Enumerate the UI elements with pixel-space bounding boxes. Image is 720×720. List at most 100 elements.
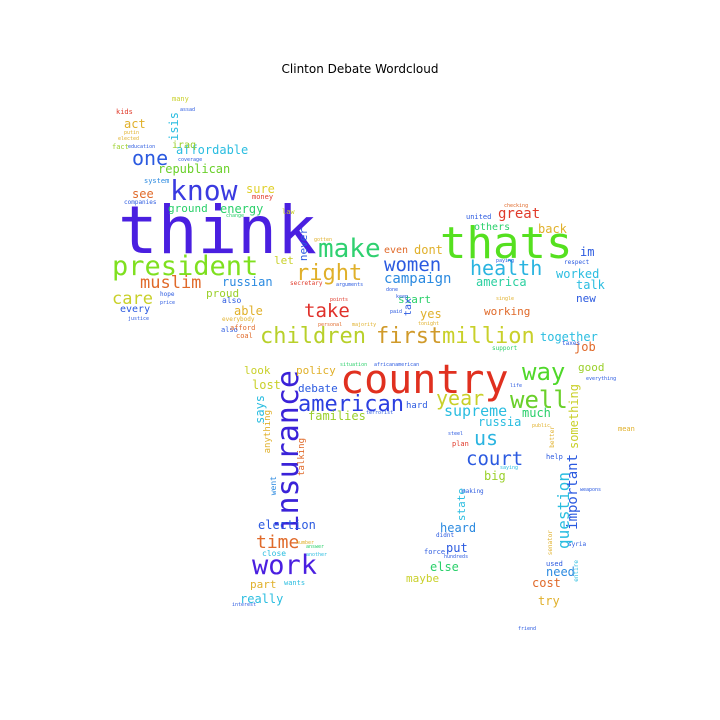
- word-44: look: [244, 364, 271, 377]
- word-140: checking: [504, 203, 529, 209]
- word-122: personal: [318, 322, 343, 328]
- word-12: way: [522, 358, 566, 386]
- word-139: single: [496, 296, 515, 302]
- word-47: never: [297, 228, 310, 262]
- word-65: working: [484, 305, 531, 318]
- word-142: paying: [496, 258, 515, 264]
- word-55: im: [580, 245, 595, 259]
- word-8: american: [298, 392, 404, 417]
- word-111: force: [424, 548, 446, 556]
- word-51: every: [120, 304, 151, 315]
- word-78: cost: [532, 576, 561, 590]
- word-67: together: [540, 330, 598, 344]
- word-9: children: [260, 324, 366, 349]
- word-143: friend: [518, 626, 537, 632]
- word-26: supreme: [444, 402, 508, 420]
- word-96: united: [466, 213, 492, 221]
- word-150: keep: [396, 294, 409, 300]
- word-135: elected: [118, 136, 140, 142]
- word-15: health: [470, 256, 543, 280]
- word-27: campaign: [384, 271, 452, 287]
- word-68: good: [578, 361, 605, 374]
- word-77: maybe: [406, 572, 440, 585]
- word-118: saying: [500, 465, 519, 471]
- word-33: debate: [298, 382, 338, 395]
- word-11: million: [442, 324, 535, 349]
- word-130: another: [306, 552, 328, 558]
- word-138: gotten: [314, 237, 333, 243]
- word-141: weapons: [580, 487, 602, 493]
- word-18: us: [474, 426, 499, 450]
- word-34: election: [258, 518, 316, 532]
- word-100: justice: [128, 316, 150, 322]
- word-60: talk: [576, 278, 605, 292]
- word-101: afford: [230, 324, 256, 332]
- word-53: even: [384, 245, 409, 256]
- word-19: year: [436, 386, 485, 410]
- word-120: paid: [390, 309, 403, 315]
- word-1: country: [340, 357, 509, 403]
- word-88: close: [262, 549, 287, 558]
- word-31: republican: [158, 162, 231, 176]
- word-103: everybody: [222, 316, 255, 323]
- word-94: money: [252, 193, 274, 201]
- word-57: others: [474, 222, 511, 233]
- word-24: care: [112, 289, 153, 309]
- word-147: hundreds: [444, 554, 469, 560]
- word-50: able: [234, 304, 263, 318]
- word-32: families: [308, 409, 366, 423]
- word-21: take: [304, 300, 350, 322]
- word-124: arguments: [336, 282, 364, 288]
- word-90: kids: [116, 108, 133, 116]
- word-66: job: [574, 340, 596, 354]
- word-30: affordable: [176, 143, 249, 157]
- word-20: time: [256, 532, 300, 553]
- word-59: worked: [556, 267, 600, 281]
- word-148: tonight: [418, 321, 440, 327]
- word-119: done: [386, 287, 399, 293]
- word-85: anything: [263, 410, 273, 454]
- word-87: talking: [297, 438, 307, 476]
- word-151: life: [510, 383, 523, 389]
- word-10: first: [376, 324, 443, 349]
- word-132: interest: [232, 602, 257, 608]
- word-45: lost: [252, 378, 281, 392]
- word-2: thats: [440, 218, 573, 269]
- word-61: new: [576, 292, 596, 305]
- word-7: make: [318, 234, 381, 264]
- word-102: coal: [236, 332, 253, 340]
- word-49: proud: [206, 287, 240, 300]
- word-129: answer: [306, 544, 325, 550]
- word-97: secretary: [290, 280, 323, 287]
- word-16: right: [296, 261, 363, 286]
- word-62: start: [398, 293, 432, 306]
- word-145: public: [532, 423, 551, 429]
- word-144: everything: [586, 376, 617, 382]
- word-149: change: [226, 213, 245, 219]
- word-80: try: [538, 594, 560, 608]
- word-108: help: [546, 453, 563, 461]
- word-39: ground: [168, 202, 208, 215]
- word-48: also: [222, 296, 242, 305]
- word-5: work: [252, 550, 318, 581]
- word-84: hard: [406, 401, 428, 411]
- word-75: put: [446, 541, 468, 555]
- word-104: support: [492, 345, 518, 352]
- word-99: price: [160, 300, 176, 306]
- word-82: really: [240, 592, 284, 606]
- word-86: went: [269, 476, 278, 496]
- word-58: america: [476, 275, 527, 289]
- word-116: didnt: [436, 532, 455, 539]
- word-41: isis: [167, 112, 181, 141]
- word-29: important: [565, 454, 581, 530]
- word-71: russia: [478, 415, 522, 429]
- word-36: energy: [220, 202, 264, 216]
- word-28: great: [498, 206, 541, 222]
- word-109: used: [546, 560, 563, 568]
- word-38: see: [132, 187, 154, 201]
- word-72: big: [484, 469, 506, 483]
- word-3: president: [112, 251, 259, 282]
- word-93: companies: [124, 199, 157, 206]
- word-43: policy: [296, 364, 336, 377]
- word-133: putin: [124, 130, 140, 136]
